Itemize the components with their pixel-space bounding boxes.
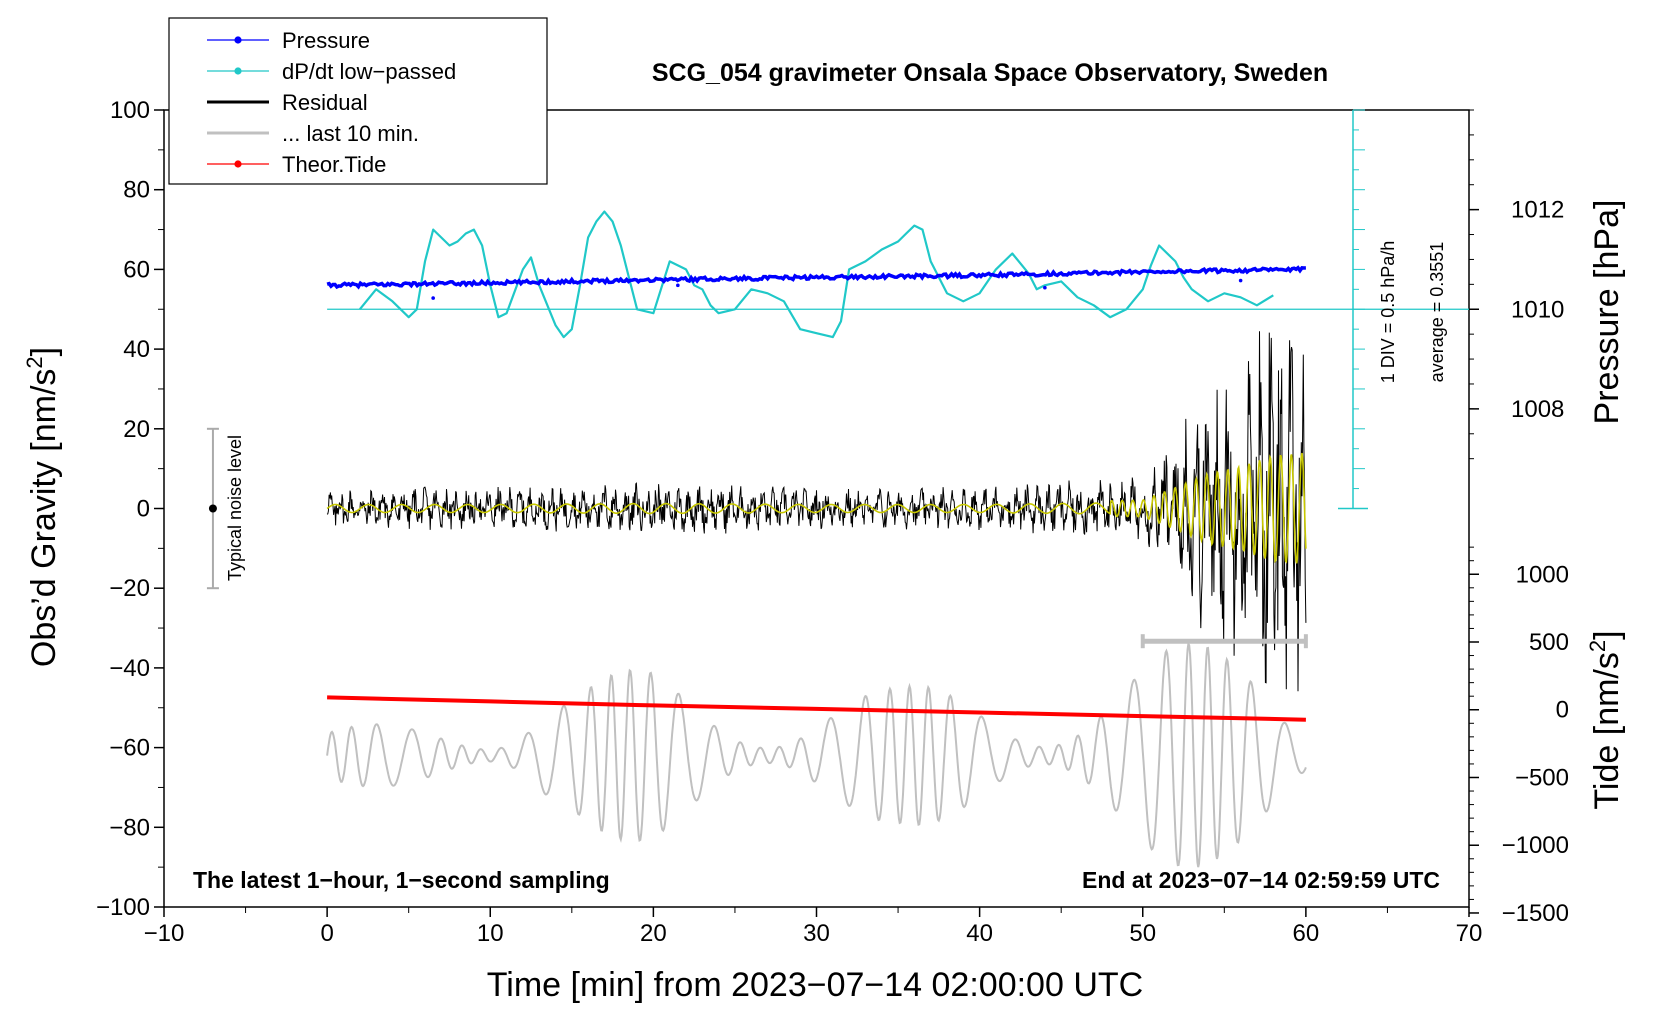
end-time-annotation: End at 2023−07−14 02:59:59 UTC bbox=[1082, 867, 1440, 893]
legend: Pressure dP/dt low−passed Residual ... last… bbox=[168, 17, 548, 185]
noise-level-label: Typical noise level bbox=[225, 435, 245, 581]
x-tick-label: 0 bbox=[320, 920, 333, 947]
legend-label: ... last 10 min. bbox=[282, 121, 419, 146]
legend-label: dP/dt low−passed bbox=[282, 59, 456, 84]
x-tick-label: 30 bbox=[803, 920, 830, 947]
series-residual bbox=[326, 331, 1307, 692]
pressure-tick-label: 1010 bbox=[1511, 296, 1564, 323]
x-tick-label: 60 bbox=[1293, 920, 1320, 947]
sampling-annotation: The latest 1−hour, 1−second sampling bbox=[193, 867, 610, 893]
series-dpdt bbox=[358, 210, 1274, 339]
series-pressure bbox=[326, 265, 1306, 290]
legend-label: Theor.Tide bbox=[282, 152, 386, 177]
y-tick-label: 20 bbox=[123, 416, 150, 443]
pressure-outlier-dot bbox=[1238, 278, 1243, 283]
x-tick-label: 10 bbox=[477, 920, 504, 947]
series-residual-smoothed bbox=[326, 452, 1307, 564]
y-tick-label: −100 bbox=[96, 894, 150, 921]
legend-swatch-dot bbox=[234, 160, 242, 168]
y-tick-label: 100 bbox=[110, 97, 150, 124]
chart-title: SCG_054 gravimeter Onsala Space Observat… bbox=[652, 59, 1328, 87]
y-axis-label-tide: Tide [nm/s2] bbox=[1585, 630, 1626, 809]
y-tick-label: 0 bbox=[137, 496, 150, 523]
pressure-outlier-dot bbox=[1043, 285, 1047, 290]
tide-tick-label: 500 bbox=[1529, 629, 1569, 656]
series-theor-tide bbox=[327, 695, 1306, 722]
tide-tick-label: 0 bbox=[1556, 697, 1569, 724]
tide-tick-label: 1000 bbox=[1516, 561, 1569, 588]
tide-tick-label: −500 bbox=[1515, 764, 1569, 791]
y-tick-label: −40 bbox=[109, 655, 150, 682]
noise-center-dot bbox=[208, 504, 217, 513]
series-last-10-min bbox=[326, 640, 1307, 868]
x-tick-label: 40 bbox=[966, 920, 993, 947]
tide-tick-label: −1500 bbox=[1502, 900, 1569, 927]
legend-swatch-dot bbox=[234, 67, 242, 75]
y-tick-label: −80 bbox=[109, 814, 150, 841]
div-scale-label: 1 DIV = 0.5 hPa/h bbox=[1378, 241, 1398, 384]
y-tick-label: −60 bbox=[109, 735, 150, 762]
y-tick-label: 40 bbox=[123, 336, 150, 363]
y-axis-label-pressure: Pressure [hPa] bbox=[1588, 200, 1626, 425]
pressure-tick-label: 1008 bbox=[1511, 396, 1564, 423]
y-tick-label: −20 bbox=[109, 575, 150, 602]
x-tick-label: 50 bbox=[1129, 920, 1156, 947]
x-tick-label: 70 bbox=[1456, 920, 1483, 947]
x-tick-label: −10 bbox=[144, 920, 185, 947]
legend-label: Pressure bbox=[282, 28, 370, 53]
x-axis-label: Time [min] from 2023−07−14 02:00:00 UTC bbox=[487, 966, 1143, 1004]
pressure-outlier-dot bbox=[431, 296, 435, 300]
pressure-tick-label: 1012 bbox=[1511, 197, 1564, 224]
tide-tick-label: −1000 bbox=[1502, 832, 1569, 859]
y-axis-label-gravity: Obs’d Gravity [nm/s2] bbox=[22, 347, 63, 667]
average-label: average = 0.3551 bbox=[1427, 242, 1447, 383]
plot-area: −10 0 10 20 30 40 50 60 70100806040200−20−40−60−… bbox=[96, 97, 1569, 947]
legend-swatch-dot bbox=[234, 36, 242, 44]
pressure-outlier-dot bbox=[676, 283, 680, 288]
legend-label: Residual bbox=[282, 90, 368, 115]
x-tick-label: 20 bbox=[640, 920, 667, 947]
y-tick-label: 60 bbox=[123, 256, 150, 283]
y-tick-label: 80 bbox=[123, 177, 150, 204]
